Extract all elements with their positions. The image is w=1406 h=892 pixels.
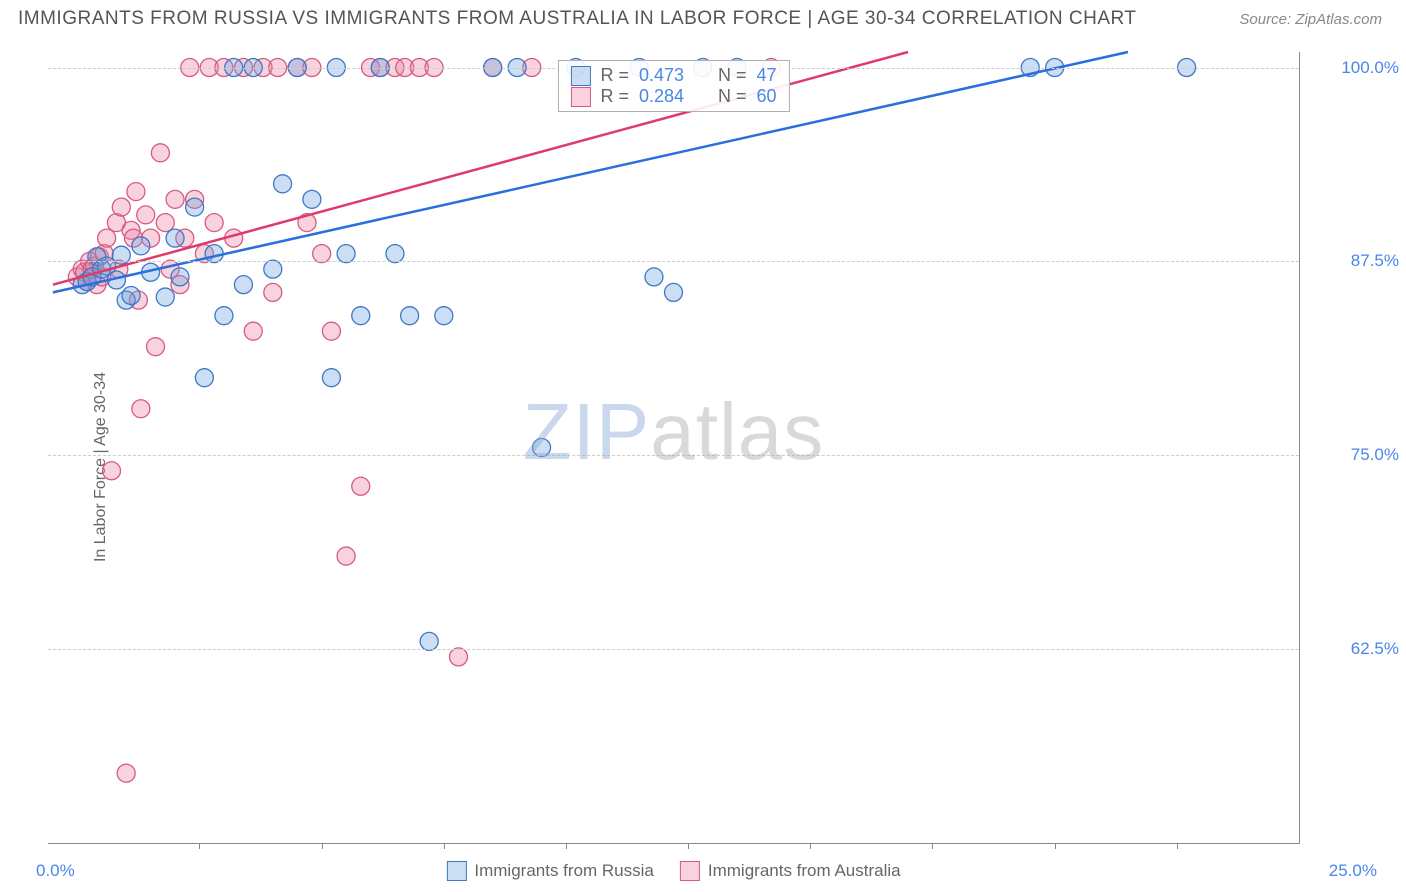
- chart-title: IMMIGRANTS FROM RUSSIA VS IMMIGRANTS FRO…: [18, 8, 1137, 30]
- correlation-legend-box: R = 0.473 N = 47 R = 0.284 N = 60: [557, 60, 789, 112]
- australia-point: [127, 183, 145, 201]
- russia-point: [386, 245, 404, 263]
- russia-point: [533, 439, 551, 457]
- russia-point: [665, 283, 683, 301]
- russia-point: [186, 198, 204, 216]
- australia-point: [147, 338, 165, 356]
- y-tick-label: 87.5%: [1309, 251, 1399, 271]
- russia-point: [645, 268, 663, 286]
- legend-item-australia: Immigrants from Australia: [680, 861, 901, 881]
- australia-point: [112, 198, 130, 216]
- x-tick: [1177, 843, 1178, 849]
- x-tick: [444, 843, 445, 849]
- plot-area: ZIPatlas R = 0.473 N = 47 R = 0.284 N = …: [48, 52, 1300, 844]
- australia-point: [156, 214, 174, 232]
- russia-point: [166, 229, 184, 247]
- correlation-row-australia: R = 0.284 N = 60: [570, 86, 776, 107]
- australia-point: [322, 322, 340, 340]
- y-tick-label: 75.0%: [1309, 445, 1399, 465]
- russia-point: [264, 260, 282, 278]
- australia-point: [313, 245, 331, 263]
- series-legend: Immigrants from Russia Immigrants from A…: [446, 861, 900, 881]
- australia-point: [151, 144, 169, 162]
- x-tick: [199, 843, 200, 849]
- russia-point: [234, 276, 252, 294]
- x-tick: [322, 843, 323, 849]
- australia-point: [137, 206, 155, 224]
- australia-swatch-icon: [680, 861, 700, 881]
- australia-point: [103, 462, 121, 480]
- x-tick: [810, 843, 811, 849]
- russia-point: [401, 307, 419, 325]
- russia-point: [435, 307, 453, 325]
- russia-point: [205, 245, 223, 263]
- y-tick-label: 100.0%: [1309, 58, 1399, 78]
- x-tick: [1055, 843, 1056, 849]
- russia-point: [322, 369, 340, 387]
- russia-point: [420, 632, 438, 650]
- australia-point: [449, 648, 467, 666]
- chart-wrapper: In Labor Force | Age 30-34 ZIPatlas R = …: [0, 42, 1406, 892]
- russia-point: [122, 287, 140, 305]
- australia-point: [166, 190, 184, 208]
- scatter-plot-svg: [48, 52, 1299, 843]
- legend-item-russia: Immigrants from Russia: [446, 861, 653, 881]
- australia-point: [337, 547, 355, 565]
- russia-point: [337, 245, 355, 263]
- australia-point: [117, 764, 135, 782]
- x-axis-max-label: 25.0%: [1329, 861, 1377, 881]
- australia-point: [352, 477, 370, 495]
- russia-point: [171, 268, 189, 286]
- russia-point: [303, 190, 321, 208]
- russia-point: [215, 307, 233, 325]
- x-tick: [688, 843, 689, 849]
- correlation-row-russia: R = 0.473 N = 47: [570, 65, 776, 86]
- australia-point: [98, 229, 116, 247]
- australia-point: [264, 283, 282, 301]
- russia-point: [195, 369, 213, 387]
- russia-point: [274, 175, 292, 193]
- y-tick-label: 62.5%: [1309, 639, 1399, 659]
- chart-header: IMMIGRANTS FROM RUSSIA VS IMMIGRANTS FRO…: [0, 0, 1406, 34]
- x-tick: [932, 843, 933, 849]
- gridline: [48, 261, 1299, 262]
- australia-swatch-icon: [570, 87, 590, 107]
- chart-source: Source: ZipAtlas.com: [1239, 11, 1382, 28]
- australia-point: [205, 214, 223, 232]
- x-axis-min-label: 0.0%: [36, 861, 75, 881]
- gridline: [48, 455, 1299, 456]
- russia-point: [132, 237, 150, 255]
- x-tick: [566, 843, 567, 849]
- russia-point: [156, 288, 174, 306]
- russia-swatch-icon: [570, 66, 590, 86]
- gridline: [48, 649, 1299, 650]
- russia-swatch-icon: [446, 861, 466, 881]
- australia-point: [244, 322, 262, 340]
- australia-point: [132, 400, 150, 418]
- russia-point: [352, 307, 370, 325]
